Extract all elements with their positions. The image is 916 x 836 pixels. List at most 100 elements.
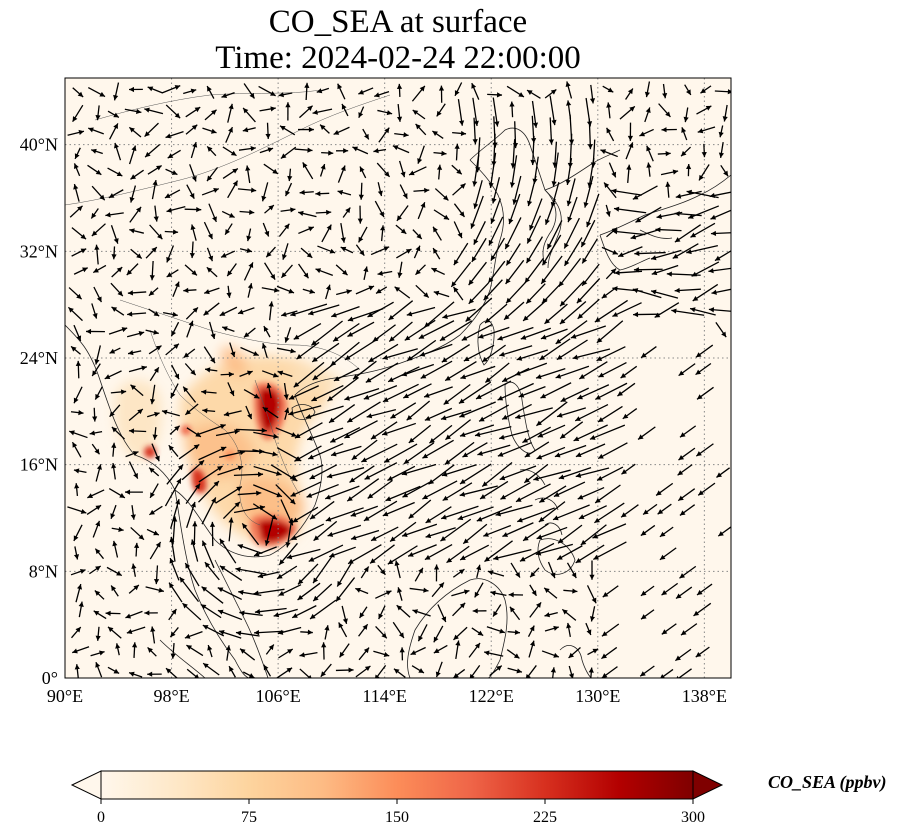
wind-arrow [275,484,296,505]
wind-arrow [223,410,242,417]
wind-arrow [297,126,314,133]
wind-arrow [154,565,160,585]
wind-arrow [73,163,81,177]
wind-arrow [710,230,731,237]
wind-arrow [601,246,619,255]
wind-arrow [536,446,566,460]
wind-arrow [87,164,102,176]
wind-arrow [412,109,426,120]
wind-arrow [402,480,433,498]
wind-arrow [233,471,264,477]
wind-arrow [381,422,417,436]
wind-arrow [340,246,354,254]
colorbar-body [100,770,694,800]
wind-arrow [553,481,586,498]
wind-arrow [378,127,390,143]
wind-arrow [263,325,271,338]
wind-arrow [72,87,84,98]
wind-arrow [484,540,513,563]
wind-arrow [600,149,618,158]
wind-arrow [144,122,159,138]
wind-arrow [377,564,386,576]
wind-arrow [606,127,615,142]
wind-arrow [302,162,314,180]
wind-arrow [457,506,494,521]
wind-arrow [452,602,466,617]
wind-arrow [621,463,636,475]
wind-arrow [125,610,143,619]
wind-arrow [91,223,106,237]
wind-arrow [708,267,731,274]
wind-arrow [533,469,571,482]
wind-arrow [671,308,705,316]
wind-arrow [540,255,563,285]
wind-arrow [433,150,447,156]
wind-arrow [678,447,696,461]
wind-arrow [90,650,105,657]
wind-arrow [148,287,159,297]
wind-arrow [204,287,220,295]
wind-arrow [436,164,443,180]
wind-arrow [237,490,262,496]
wind-arrow [147,411,160,418]
wind-arrow [661,127,677,133]
wind-arrow [388,300,414,321]
wind-arrow [254,607,287,615]
wind-arrow [184,264,198,276]
wind-arrow [497,382,534,401]
plume-south-china [290,365,345,393]
wind-arrow [539,338,571,361]
wind-arrow [577,384,610,400]
wind-arrow [490,237,505,261]
wind-arrow [515,407,553,420]
wind-arrow [219,538,237,564]
wind-arrow [372,324,396,343]
wind-arrow [283,382,289,400]
wind-arrow [544,612,558,618]
wind-arrow [479,480,509,500]
wind-arrow [127,290,147,296]
lat-tick-label: 40°N [20,135,58,155]
wind-arrow [474,426,512,437]
wind-arrow [620,504,639,518]
wind-arrow [412,609,431,617]
wind-arrow [146,528,160,536]
wind-arrow [602,585,619,598]
wind-arrow [273,608,298,618]
wind-arrow [222,146,237,157]
wind-arrow [565,157,573,186]
wind-arrow [352,146,369,155]
wind-arrow [239,610,263,617]
wind-arrow [472,154,480,187]
wind-arrow [225,645,231,661]
wind-arrow [185,306,199,320]
wind-arrow [358,182,364,200]
wind-arrow [620,365,638,379]
wind-arrow [655,482,674,496]
wind-arrow [307,442,344,460]
colorbar-tick-label: 0 [97,809,105,826]
wind-arrow [639,128,654,137]
wind-arrow [235,630,260,637]
wind-arrow [442,308,476,319]
wind-arrow [209,521,216,547]
wind-arrow [525,665,537,678]
wind-arrow [145,586,165,593]
wind-arrow [73,324,82,342]
wind-arrow [417,145,425,164]
wind-arrow [320,663,332,678]
wind-arrow [299,668,312,678]
wind-arrow [89,430,103,436]
wind-arrow [378,605,386,620]
wind-arrow [519,542,555,562]
wind-arrow [262,222,270,237]
wind-arrow [651,264,679,276]
wind-arrow [107,666,120,675]
wind-arrow [622,408,638,420]
wind-vectors [67,81,731,678]
wind-arrow [718,142,724,158]
wind-arrow [580,219,596,248]
wind-arrow [253,588,285,596]
wind-arrow [284,182,293,197]
wind-arrow [128,428,147,434]
